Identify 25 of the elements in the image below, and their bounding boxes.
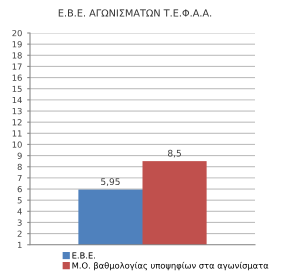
legend-label: Μ.Ο. βαθμολογίας υποψηφίων στα αγωνίσματα [72, 262, 268, 270]
y-tick-label: 14 [12, 96, 22, 104]
y-tick-label: 11 [12, 130, 22, 136]
y-tick-label: 5 [18, 197, 22, 204]
data-label: 8,5 [168, 150, 181, 158]
y-tick-label: 18 [12, 52, 22, 59]
y-tick-label: 13 [12, 108, 22, 114]
y-tick-label: 9 [18, 152, 22, 159]
y-tick-label: 19 [12, 41, 22, 48]
y-tick-label: 6 [18, 186, 22, 192]
y-tick-label: 7 [18, 174, 22, 182]
y-tick-label: 12 [12, 119, 22, 126]
y-tick-label: 20 [12, 30, 22, 36]
data-label: 5,95 [101, 178, 120, 186]
y-tick-label: 4 [17, 208, 22, 214]
y-tick-label: 16 [12, 74, 22, 81]
y-tick-label: 8 [18, 164, 22, 170]
y-tick-label: 15 [12, 86, 22, 92]
y-tick-label: 1 [18, 242, 22, 248]
y-tick-label: 10 [12, 141, 22, 148]
chart-title: Ε.Β.Ε. ΑΓΩΝΙΣΜΑΤΩΝ Τ.Ε.Φ.Α.Α. [58, 9, 212, 16]
y-tick-label: 17 [12, 64, 22, 70]
legend-label: Ε.Β.Ε. [72, 252, 95, 258]
y-tick-label: 2 [18, 230, 22, 237]
y-tick-label: 3 [18, 219, 22, 226]
